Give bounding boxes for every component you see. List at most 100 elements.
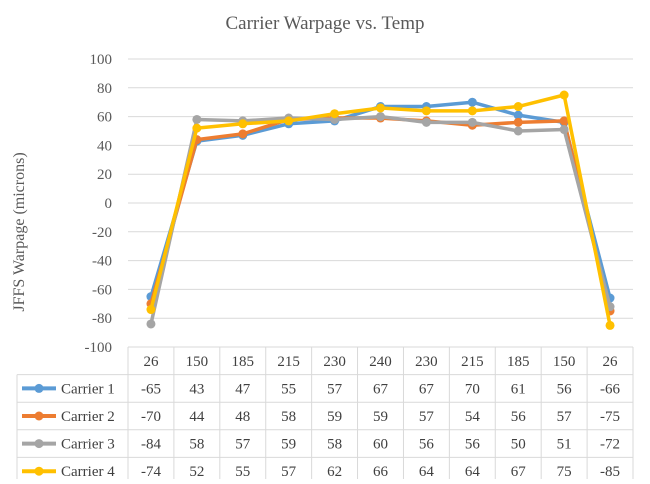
table-value: 67 (419, 381, 435, 397)
table-value: 75 (557, 464, 572, 479)
data-point (513, 110, 523, 120)
series-line (149, 116, 612, 312)
data-point (192, 123, 202, 133)
table-value: 57 (235, 437, 251, 453)
legend-key-marker (34, 466, 44, 476)
legend-key-marker (34, 439, 44, 449)
data-point (467, 117, 477, 127)
table-value: 56 (557, 381, 573, 397)
table-value: 64 (465, 464, 481, 479)
table-value: 60 (373, 437, 388, 453)
data-point (376, 103, 385, 113)
table-value: -74 (141, 464, 161, 479)
y-tick-label: -20 (92, 225, 112, 241)
table-value: 54 (465, 409, 481, 425)
x-category-label: 185 (232, 354, 255, 370)
table-value: -85 (600, 464, 620, 479)
legend-key-marker (34, 383, 44, 393)
data-point (238, 129, 248, 139)
data-point (605, 320, 615, 330)
table-value: 56 (419, 437, 435, 453)
data-point (513, 117, 523, 127)
data-point (559, 90, 569, 100)
chart-title: Carrier Warpage vs. Temp (225, 13, 424, 34)
table-value: 59 (327, 409, 342, 425)
table-value: 57 (419, 409, 435, 425)
table-value: -84 (141, 437, 161, 453)
x-category-label: 150 (553, 354, 576, 370)
table-value: 52 (189, 464, 204, 479)
data-point (192, 114, 202, 124)
y-tick-label: 60 (97, 110, 112, 126)
table-value: 67 (373, 381, 389, 397)
x-category-label: 26 (143, 354, 159, 370)
table-value: -75 (600, 409, 620, 425)
data-point (284, 116, 294, 126)
table-value: 56 (511, 409, 527, 425)
table-value: 70 (465, 381, 480, 397)
data-point (330, 109, 340, 119)
table-value: 59 (281, 437, 296, 453)
y-tick-label: 80 (97, 81, 112, 97)
legend-series-name: Carrier 3 (61, 437, 115, 453)
data-point (376, 112, 385, 122)
data-point (421, 117, 431, 127)
table-value: 66 (373, 464, 389, 479)
series-layer (146, 90, 615, 330)
y-tick-label: 100 (90, 52, 113, 68)
table-value: 43 (189, 381, 204, 397)
table-value: 56 (465, 437, 481, 453)
x-category-label: 230 (415, 354, 438, 370)
data-point (146, 319, 156, 329)
data-point (559, 125, 569, 135)
x-category-label: 185 (507, 354, 530, 370)
table-value: -72 (600, 437, 620, 453)
x-category-label: 215 (277, 354, 300, 370)
x-category-label: 215 (461, 354, 484, 370)
y-tick-label: -40 (92, 254, 112, 270)
table-value: 51 (557, 437, 572, 453)
data-point (513, 102, 523, 112)
table-value: 55 (281, 381, 296, 397)
grid-layer: -100 -80 -60 -40 -20 0 20 40 60 80 100 (85, 52, 633, 356)
table-value: 58 (327, 437, 342, 453)
data-point (146, 305, 156, 315)
y-axis-label: JFFS Warpage (microns) (11, 152, 28, 311)
x-category-label: 26 (603, 354, 619, 370)
table-value: -65 (141, 381, 161, 397)
table-value: 50 (511, 437, 526, 453)
table-value: 58 (281, 409, 296, 425)
table-value: -66 (600, 381, 620, 397)
legend-series-name: Carrier 1 (61, 381, 115, 397)
data-table: 26 150 185 215 230 240 230 215 185 150 26 Carrier 1… (16, 346, 634, 484)
table-value: 64 (419, 464, 435, 479)
x-category-label: 240 (369, 354, 392, 370)
table-value: 62 (327, 464, 342, 479)
table-value: 67 (511, 464, 527, 479)
legend-series-name: Carrier 2 (61, 409, 115, 425)
data-point (467, 97, 477, 107)
table-value: 57 (281, 464, 297, 479)
data-point (467, 106, 477, 116)
table-value: -70 (141, 409, 161, 425)
data-point (238, 119, 248, 129)
legend-key-marker (34, 411, 44, 421)
table-value: 48 (235, 409, 250, 425)
legend-series-name: Carrier 4 (61, 464, 115, 479)
data-point (559, 116, 569, 126)
data-point (421, 106, 431, 116)
table-value: 44 (189, 409, 205, 425)
y-tick-label: -100 (85, 340, 113, 356)
y-tick-label: 20 (97, 167, 112, 183)
x-category-label: 150 (186, 354, 209, 370)
y-tick-label: -80 (92, 311, 112, 327)
series-line (149, 114, 612, 325)
table-value: 47 (235, 381, 251, 397)
table-value: 58 (189, 437, 204, 453)
table-value: 57 (327, 381, 343, 397)
y-tick-label: 40 (97, 138, 112, 154)
y-tick-label: 0 (105, 196, 113, 212)
data-point (513, 126, 523, 136)
